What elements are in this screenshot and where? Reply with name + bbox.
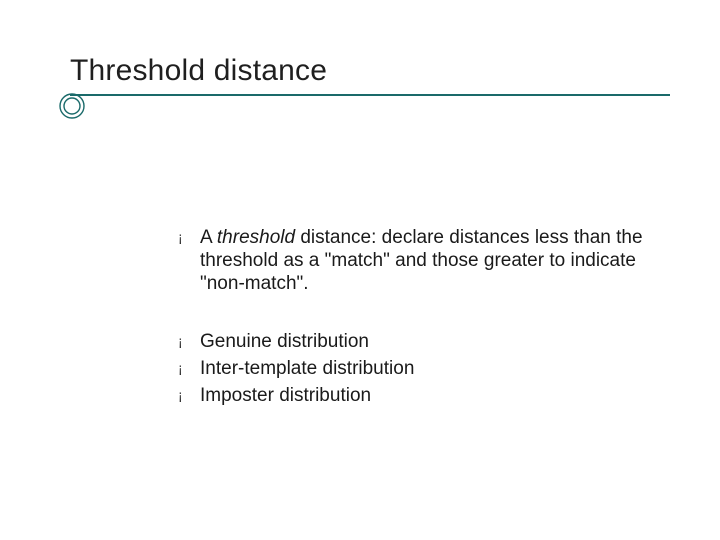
bullet-icon: ¡	[178, 330, 200, 350]
bullet-text: Genuine distribution	[200, 330, 650, 353]
body-content: ¡ A threshold distance: declare distance…	[178, 226, 650, 411]
text-emphasis: threshold	[217, 227, 295, 248]
list-item: ¡ A threshold distance: declare distance…	[178, 226, 650, 296]
title-underline	[70, 94, 670, 96]
title-block: Threshold distance	[70, 54, 670, 96]
list-item: ¡ Inter-template distribution	[178, 357, 650, 380]
text-prefix: A	[200, 227, 217, 248]
slide: Threshold distance ¡ A threshold distanc…	[0, 0, 720, 540]
bullet-text: Imposter distribution	[200, 384, 650, 407]
group-spacer	[178, 300, 650, 330]
list-item: ¡ Genuine distribution	[178, 330, 650, 353]
bullet-icon: ¡	[178, 357, 200, 377]
slide-title: Threshold distance	[70, 54, 670, 88]
bullet-text: A threshold distance: declare distances …	[200, 226, 650, 296]
list-item: ¡ Imposter distribution	[178, 384, 650, 407]
bullet-icon: ¡	[178, 384, 200, 404]
bullet-text: Inter-template distribution	[200, 357, 650, 380]
circle-decoration-icon	[58, 92, 86, 120]
bullet-icon: ¡	[178, 226, 200, 246]
